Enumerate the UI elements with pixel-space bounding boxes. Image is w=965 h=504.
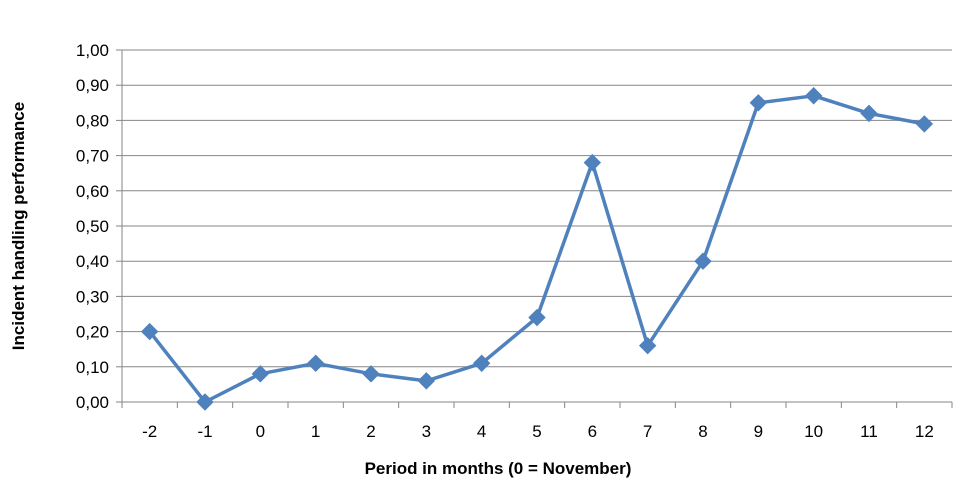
x-tick-label: 7	[643, 422, 652, 441]
data-point-marker	[749, 94, 768, 112]
x-tick-label: 9	[754, 422, 763, 441]
y-tick-label: 0,70	[76, 147, 109, 166]
x-tick-label: 3	[422, 422, 431, 441]
x-tick-label: 8	[698, 422, 707, 441]
x-tick-label: 12	[915, 422, 934, 441]
data-point-marker	[196, 393, 214, 411]
y-axis-title: Incident handling performance	[9, 102, 28, 350]
y-tick-label: 0,60	[76, 182, 109, 201]
y-tick-label: 0,40	[76, 252, 109, 271]
data-point-marker	[472, 354, 491, 372]
y-tick-label: 0,10	[76, 358, 109, 377]
y-tick-labels: 0,00 0,10 0,20 0,30 0,40 0,50 0,60 0,70 0,80 0,90…	[76, 41, 109, 412]
x-tick-label: 0	[256, 422, 265, 441]
data-point-marker	[915, 115, 934, 133]
data-point-marker	[860, 104, 878, 123]
data-point-marker	[251, 365, 270, 383]
y-tick-label: 0,80	[76, 111, 109, 130]
data-point-marker	[638, 336, 657, 355]
data-point-marker	[362, 365, 380, 383]
x-tick-labels: -2 -1 0 1 2 3 4 5 6 7 8 9 10 11 12	[142, 422, 934, 441]
x-tick-label: 11	[860, 422, 878, 441]
data-point-marker	[417, 372, 436, 390]
y-tick-label: 0,50	[76, 217, 109, 236]
series-line	[148, 94, 925, 404]
data-point-marker	[306, 354, 325, 372]
x-tick-label: 6	[588, 422, 597, 441]
y-tick-label: 1,00	[76, 41, 109, 60]
axis-layer	[116, 49, 953, 408]
x-tick-label: 2	[366, 422, 375, 441]
data-point-marker	[583, 153, 602, 172]
x-tick-label: 5	[532, 422, 541, 441]
x-tick-label: -2	[142, 422, 157, 441]
y-tick-label: 0,00	[76, 393, 109, 412]
y-tick-label: 0,20	[76, 323, 109, 342]
x-tick-label: 4	[477, 422, 486, 441]
x-tick-label: -1	[197, 422, 212, 441]
series-layer	[140, 87, 934, 411]
y-tick-label: 0,90	[76, 76, 109, 95]
data-point-marker	[694, 252, 712, 270]
data-point-marker	[140, 322, 159, 341]
x-tick-label: 10	[804, 422, 823, 441]
grid-layer	[122, 49, 952, 368]
data-point-marker	[528, 308, 546, 327]
y-tick-label: 0,30	[76, 287, 109, 306]
x-tick-label: 1	[311, 422, 320, 441]
x-axis-title: Period in months (0 = November)	[365, 459, 632, 478]
data-point-marker	[804, 87, 823, 105]
